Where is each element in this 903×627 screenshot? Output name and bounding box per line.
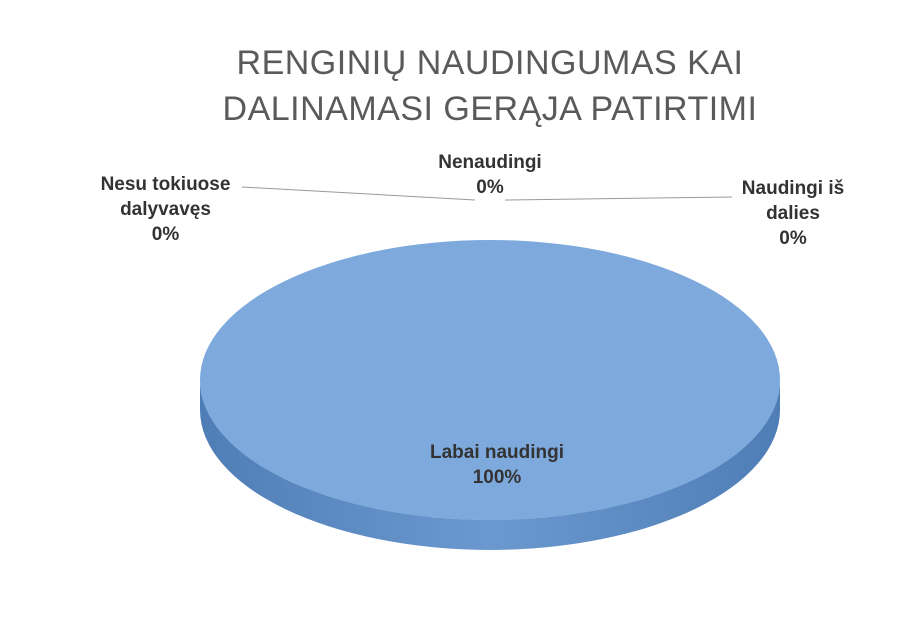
leader-line bbox=[241, 186, 476, 201]
pie bbox=[200, 240, 780, 550]
data-label-value: 0% bbox=[151, 224, 180, 245]
data-label-name: Nesu tokiuose dalyvavęs bbox=[100, 174, 231, 220]
chart-title: RENGINIŲ NAUDINGUMAS KAI DALINAMASI GERĄ… bbox=[222, 44, 758, 128]
data-label-name: Naudingi iš dalies bbox=[741, 178, 845, 224]
data-label-name: Nenaudingi bbox=[438, 152, 542, 173]
data-label-value: 0% bbox=[779, 228, 807, 249]
data-label-value: 0% bbox=[476, 177, 504, 198]
leader-line bbox=[504, 196, 733, 201]
data-label-name: Labai naudingi bbox=[429, 442, 565, 463]
leader-lines bbox=[241, 186, 733, 201]
slice-side bbox=[200, 380, 780, 550]
slice bbox=[200, 240, 780, 520]
data-label-value: 100% bbox=[472, 467, 522, 488]
